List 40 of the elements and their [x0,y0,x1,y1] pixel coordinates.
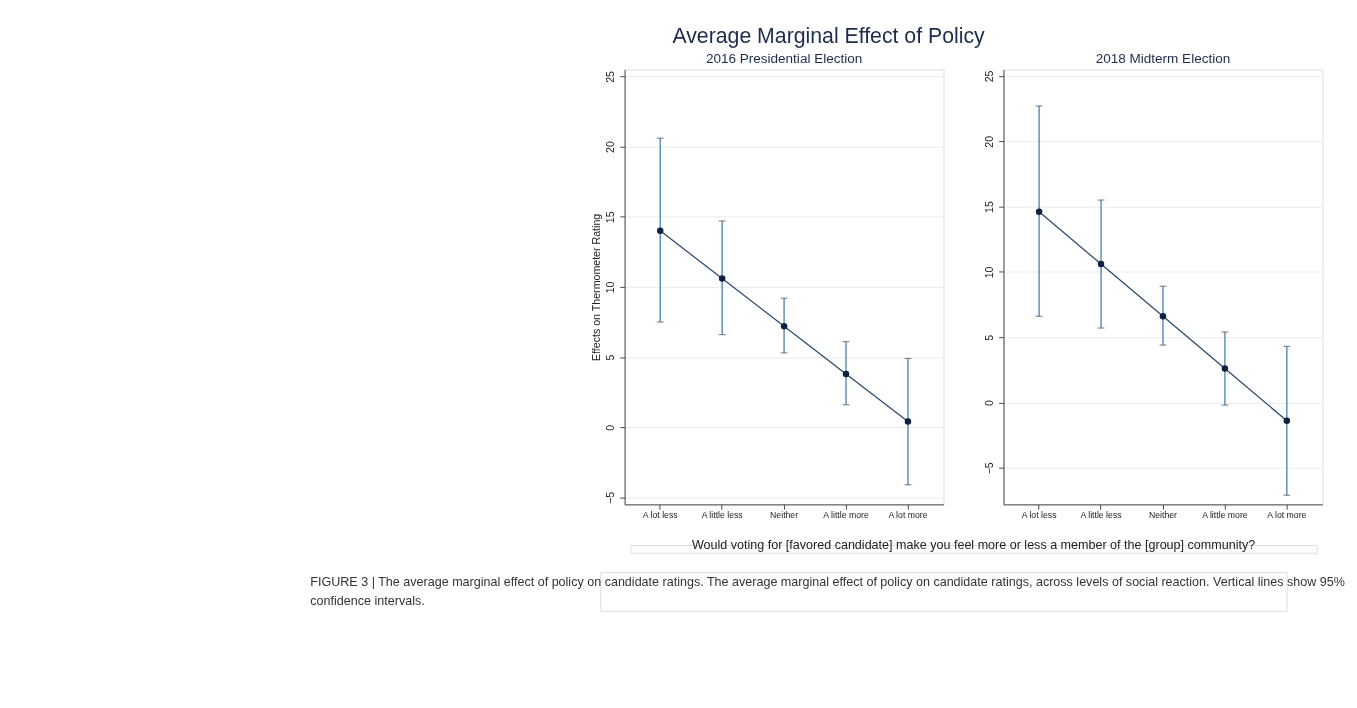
point [780,322,788,330]
y-tick-label: 15 [983,201,996,213]
y-tick-label: −5 [983,462,996,475]
point [656,227,664,235]
y-tick-label: 0 [983,399,996,406]
chart-title: 2016 Presidential Election [705,50,863,66]
point [718,275,726,282]
x-tick-label: A lot more [1267,510,1307,521]
x-tick-label: Neither [770,510,799,521]
x-tick-label: A little more [1202,510,1248,521]
y-tick-label: 0 [604,424,617,431]
x-tick-label: Neither [1148,510,1178,521]
x-tick-label: A little more [823,510,869,521]
y-tick-label: 10 [604,281,617,294]
x-tick-label: A little less [701,510,744,521]
x-axis-title: Would voting for [favored candidate] make you feel more or less a member of the [group] community? [691,537,1256,552]
point [904,418,912,425]
y-axis-title: Effects on Thermometer Rating [589,213,602,362]
chart-title: 2018 Midterm Election [1095,50,1231,66]
caption: FIGURE 3 | The average marginal effect of policy on candidate ratings. The average marginal effect of policy on candidate ratings, across levels of social reaction. Vertical lines show 95% confidence intervals. [310,574,1345,608]
y-tick-label: 20 [604,141,617,154]
x-tick-label: A little less [1080,510,1123,521]
y-tick-label: 5 [604,354,617,361]
y-tick-label: 15 [604,211,617,224]
y-tick-label: 25 [604,70,617,83]
x-tick-label: A lot less [1021,510,1058,521]
y-tick-label: 25 [983,70,996,83]
y-tick-label: 20 [983,135,996,148]
y-tick-label: 10 [983,266,996,279]
x-tick-label: A lot less [642,510,679,521]
y-tick-label: −5 [604,491,617,504]
point [1283,417,1291,425]
point [1221,365,1229,372]
point [1035,208,1043,216]
point [1159,313,1167,320]
y-tick-label: 5 [983,334,996,341]
point [842,370,850,378]
point [1097,260,1105,268]
x-tick-label: A lot more [888,510,928,521]
text: Average Marginal Effect of Policy [672,23,986,48]
